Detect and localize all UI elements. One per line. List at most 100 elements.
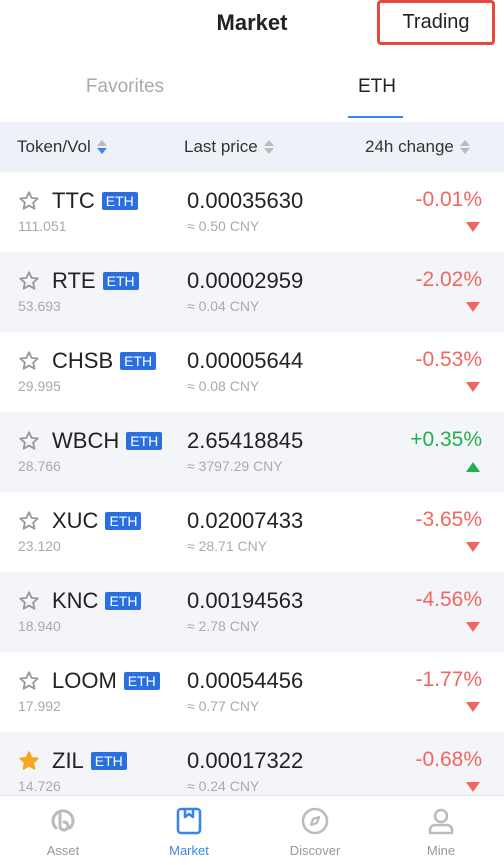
top-bar: Market Trading [0, 0, 504, 48]
nav-label: Mine [426, 843, 456, 858]
token-name: KNC [52, 588, 99, 613]
nav-mine[interactable]: Mine [378, 796, 504, 865]
cny-price: ≈ 2.78 CNY [187, 618, 260, 634]
token-symbol: TTC ETH [52, 188, 138, 214]
market-row[interactable]: RTE ETH 53.693 0.00002959 ≈ 0.04 CNY -2.02% [0, 252, 504, 332]
last-price: 0.02007433 [187, 508, 304, 533]
tab-eth[interactable]: ETH [358, 76, 396, 97]
token-name: TTC [52, 188, 95, 213]
nav-label: Asset [46, 843, 80, 858]
token-name: ZIL [52, 748, 84, 773]
sort-last-price[interactable]: Last price [184, 137, 274, 157]
nav-label: Discover [289, 843, 341, 858]
cny-price: ≈ 0.77 CNY [187, 698, 260, 714]
token-symbol: LOOM ETH [52, 668, 160, 694]
sort-token-vol[interactable]: Token/Vol [17, 137, 107, 157]
star-filled-icon[interactable] [18, 750, 40, 772]
token-volume: 53.693 [18, 298, 61, 314]
column-token-label: Token/Vol [17, 137, 91, 156]
star-outline-icon[interactable] [18, 670, 40, 692]
market-row[interactable]: TTC ETH 111.051 0.00035630 ≈ 0.50 CNY -0.01% [0, 172, 504, 252]
change-percent: -0.01% [415, 188, 482, 211]
sort-icon [459, 139, 470, 155]
star-outline-icon[interactable] [18, 350, 40, 372]
nav-discover[interactable]: Discover [252, 796, 378, 865]
change-percent: -2.02% [415, 268, 482, 291]
column-change-label: 24h change [365, 137, 454, 156]
last-price: 0.00017322 [187, 748, 304, 773]
change-percent: -4.56% [415, 588, 482, 611]
last-price: 0.00194563 [187, 588, 304, 613]
market-icon [176, 807, 202, 835]
market-row[interactable]: XUC ETH 23.120 0.02007433 ≈ 28.71 CNY -3.65% [0, 492, 504, 572]
nav-market[interactable]: Market [126, 796, 252, 865]
market-row[interactable]: KNC ETH 18.940 0.00194563 ≈ 2.78 CNY -4.56% [0, 572, 504, 652]
arrow-down-icon [466, 622, 480, 632]
star-outline-icon[interactable] [18, 590, 40, 612]
token-name: WBCH [52, 428, 120, 453]
market-row[interactable]: LOOM ETH 17.992 0.00054456 ≈ 0.77 CNY -1.77% [0, 652, 504, 732]
arrow-down-icon [466, 302, 480, 312]
arrow-down-icon [466, 382, 480, 392]
arrow-down-icon [466, 542, 480, 552]
token-symbol: RTE ETH [52, 268, 139, 294]
last-price: 2.65418845 [187, 428, 304, 453]
column-price-label: Last price [184, 137, 258, 156]
star-outline-icon[interactable] [18, 510, 40, 532]
active-tab-indicator [348, 116, 403, 118]
cny-price: ≈ 0.50 CNY [187, 218, 260, 234]
cny-price: ≈ 0.04 CNY [187, 298, 260, 314]
change-percent: -1.77% [415, 668, 482, 691]
arrow-up-icon [466, 462, 480, 472]
column-header: Token/Vol Last price 24h change [0, 122, 504, 172]
cny-price: ≈ 0.24 CNY [187, 778, 260, 794]
pair-badge: ETH [123, 672, 160, 690]
change-percent: -0.68% [415, 748, 482, 771]
token-name: LOOM [52, 668, 117, 693]
last-price: 0.00002959 [187, 268, 304, 293]
cny-price: ≈ 3797.29 CNY [187, 458, 283, 474]
token-symbol: CHSB ETH [52, 348, 157, 374]
pair-badge: ETH [126, 432, 163, 450]
token-volume: 18.940 [18, 618, 61, 634]
token-volume: 14.726 [18, 778, 61, 794]
pair-badge: ETH [120, 352, 157, 370]
nav-label: Market [169, 843, 209, 858]
cny-price: ≈ 0.08 CNY [187, 378, 260, 394]
pair-badge: ETH [105, 592, 142, 610]
token-symbol: ZIL ETH [52, 748, 127, 774]
token-volume: 111.051 [18, 218, 67, 234]
market-tabs: Favorites ETH [0, 60, 504, 120]
arrow-down-icon [466, 782, 480, 792]
trading-button[interactable]: Trading [377, 0, 495, 45]
token-name: RTE [52, 268, 96, 293]
pair-badge: ETH [90, 752, 127, 770]
last-price: 0.00035630 [187, 188, 304, 213]
asset-icon [51, 809, 75, 832]
pair-badge: ETH [101, 192, 138, 210]
market-row[interactable]: WBCH ETH 28.766 2.65418845 ≈ 3797.29 CNY +0.3… [0, 412, 504, 492]
star-outline-icon[interactable] [18, 270, 40, 292]
nav-asset[interactable]: Asset [0, 796, 126, 865]
star-outline-icon[interactable] [18, 190, 40, 212]
star-outline-icon[interactable] [18, 430, 40, 452]
token-volume: 17.992 [18, 698, 61, 714]
compass-icon [301, 807, 329, 835]
token-name: CHSB [52, 348, 114, 373]
change-percent: -0.53% [415, 348, 482, 371]
token-volume: 29.995 [18, 378, 61, 394]
token-symbol: XUC ETH [52, 508, 142, 534]
last-price: 0.00054456 [187, 668, 304, 693]
token-volume: 23.120 [18, 538, 61, 554]
sort-24h-change[interactable]: 24h change [365, 137, 470, 157]
change-percent: -3.65% [415, 508, 482, 531]
page-title: Market [216, 10, 288, 35]
tab-favorites[interactable]: Favorites [85, 76, 165, 97]
pair-badge: ETH [102, 272, 139, 290]
bottom-nav: Asset Market Discover Mine [0, 795, 504, 865]
cny-price: ≈ 28.71 CNY [187, 538, 268, 554]
token-volume: 28.766 [18, 458, 61, 474]
arrow-down-icon [466, 702, 480, 712]
market-row[interactable]: CHSB ETH 29.995 0.00005644 ≈ 0.08 CNY -0.53% [0, 332, 504, 412]
token-symbol: WBCH ETH [52, 428, 163, 454]
